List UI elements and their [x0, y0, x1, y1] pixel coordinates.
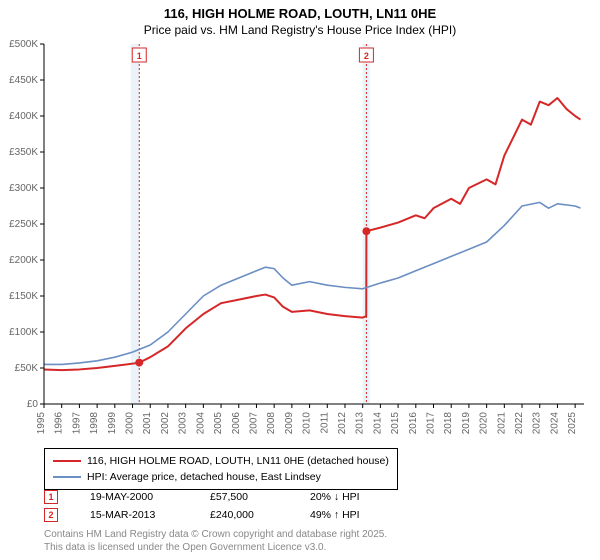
svg-text:2007: 2007: [248, 412, 259, 435]
chart-title-line1: 116, HIGH HOLME ROAD, LOUTH, LN11 0HE: [0, 6, 600, 21]
legend-swatch: [53, 460, 81, 463]
svg-text:2016: 2016: [408, 412, 419, 435]
marker-number: 2: [44, 508, 58, 522]
svg-text:£0: £0: [27, 399, 39, 410]
legend-item: HPI: Average price, detached house, East…: [53, 469, 389, 485]
marker-delta: 49% ↑ HPI: [310, 509, 400, 521]
svg-text:2008: 2008: [266, 412, 277, 435]
svg-text:£500K: £500K: [9, 39, 38, 50]
svg-text:2012: 2012: [337, 412, 348, 435]
attribution-line2: This data is licensed under the Open Gov…: [44, 541, 387, 554]
svg-text:2005: 2005: [213, 412, 224, 435]
svg-text:2010: 2010: [302, 412, 313, 435]
svg-text:2009: 2009: [284, 412, 295, 435]
svg-text:2019: 2019: [461, 412, 472, 435]
chart-title-line2: Price paid vs. HM Land Registry's House …: [0, 23, 600, 37]
svg-text:£400K: £400K: [9, 111, 38, 122]
marker-table: 1 19-MAY-2000 £57,500 20% ↓ HPI 2 15-MAR-2013…: [44, 490, 400, 526]
svg-text:2020: 2020: [479, 412, 490, 435]
svg-text:£450K: £450K: [9, 75, 38, 86]
svg-text:1998: 1998: [89, 412, 100, 435]
svg-text:2003: 2003: [178, 412, 189, 435]
svg-text:2004: 2004: [195, 412, 206, 435]
svg-text:2011: 2011: [319, 412, 330, 434]
marker-date: 19-MAY-2000: [90, 491, 180, 503]
marker-number: 1: [44, 490, 58, 504]
svg-text:2001: 2001: [142, 412, 153, 435]
svg-text:£50K: £50K: [15, 363, 39, 374]
svg-text:2021: 2021: [496, 412, 507, 435]
svg-text:2: 2: [364, 51, 369, 61]
svg-text:2017: 2017: [426, 412, 437, 435]
marker-row: 1 19-MAY-2000 £57,500 20% ↓ HPI: [44, 490, 400, 504]
svg-text:2015: 2015: [390, 412, 401, 435]
svg-text:2014: 2014: [372, 412, 383, 435]
svg-text:£100K: £100K: [9, 327, 38, 338]
svg-text:£350K: £350K: [9, 147, 38, 158]
svg-text:£200K: £200K: [9, 255, 38, 266]
svg-text:£150K: £150K: [9, 291, 38, 302]
marker-price: £240,000: [210, 509, 280, 521]
legend-item: 116, HIGH HOLME ROAD, LOUTH, LN11 0HE (d…: [53, 453, 389, 469]
svg-text:2000: 2000: [125, 412, 136, 435]
svg-text:£250K: £250K: [9, 219, 38, 230]
legend-label: 116, HIGH HOLME ROAD, LOUTH, LN11 0HE (d…: [87, 453, 389, 469]
svg-text:1997: 1997: [71, 412, 82, 435]
svg-text:2025: 2025: [567, 412, 578, 435]
marker-date: 15-MAR-2013: [90, 509, 180, 521]
chart: 12£0£50K£100K£150K£200K£250K£300K£350K£4…: [44, 44, 584, 404]
svg-text:2013: 2013: [355, 412, 366, 435]
legend: 116, HIGH HOLME ROAD, LOUTH, LN11 0HE (d…: [44, 448, 398, 490]
attribution: Contains HM Land Registry data © Crown c…: [44, 528, 387, 554]
svg-text:2006: 2006: [231, 412, 242, 435]
legend-label: HPI: Average price, detached house, East…: [87, 469, 321, 485]
svg-text:2018: 2018: [443, 412, 454, 435]
svg-text:1999: 1999: [107, 412, 118, 435]
svg-text:2002: 2002: [160, 412, 171, 435]
svg-text:£300K: £300K: [9, 183, 38, 194]
svg-text:1995: 1995: [36, 412, 47, 435]
marker-delta: 20% ↓ HPI: [310, 491, 400, 503]
attribution-line1: Contains HM Land Registry data © Crown c…: [44, 528, 387, 541]
svg-text:2024: 2024: [549, 412, 560, 435]
marker-row: 2 15-MAR-2013 £240,000 49% ↑ HPI: [44, 508, 400, 522]
svg-text:2023: 2023: [532, 412, 543, 435]
svg-text:2022: 2022: [514, 412, 525, 435]
marker-price: £57,500: [210, 491, 280, 503]
legend-swatch: [53, 476, 81, 478]
svg-text:1996: 1996: [54, 412, 65, 435]
svg-text:1: 1: [137, 51, 142, 61]
